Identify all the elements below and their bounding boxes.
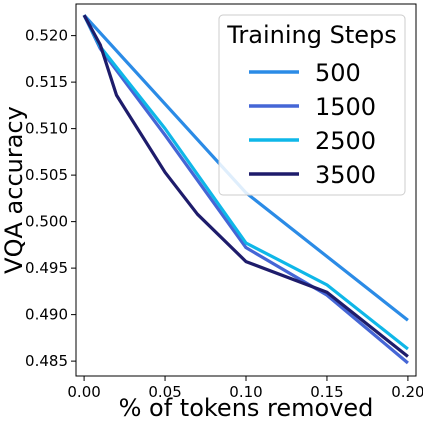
legend-box — [218, 14, 406, 196]
y-tick-label: 0.510 — [25, 120, 68, 138]
legend-items: 500 1500 2500 3500 — [249, 59, 376, 189]
x-axis-label: % of tokens removed — [119, 394, 374, 422]
y-tick-label: 0.505 — [25, 166, 68, 184]
legend-title: Training Steps — [226, 21, 396, 49]
y-tick-label: 0.490 — [25, 306, 68, 324]
x-tick-label: 0.15 — [310, 383, 343, 401]
legend-label-3500: 3500 — [315, 161, 376, 189]
legend-label-1500: 1500 — [315, 93, 376, 121]
legend-label-2500: 2500 — [315, 127, 376, 155]
x-tick-label: 0.20 — [391, 383, 423, 401]
x-axis-ticks: 0.00 0.05 0.10 0.15 0.20 — [67, 376, 423, 401]
legend: Training Steps 500 1500 2500 3500 — [218, 14, 406, 196]
x-tick-label: 0.00 — [67, 383, 100, 401]
y-tick-label: 0.495 — [25, 259, 68, 277]
y-tick-label: 0.515 — [25, 73, 68, 91]
y-tick-label: 0.520 — [25, 27, 68, 45]
x-tick-label: 0.05 — [148, 383, 181, 401]
y-axis-ticks: 0.485 0.490 0.495 0.500 0.505 0.510 0.515 0.520 — [25, 27, 76, 370]
legend-label-500: 500 — [315, 59, 361, 87]
series-line-3500 — [82, 14, 409, 358]
x-tick-label: 0.10 — [229, 383, 262, 401]
y-axis-label: VQA accuracy — [0, 106, 28, 274]
y-tick-label: 0.485 — [25, 352, 68, 370]
y-tick-label: 0.500 — [25, 213, 68, 231]
